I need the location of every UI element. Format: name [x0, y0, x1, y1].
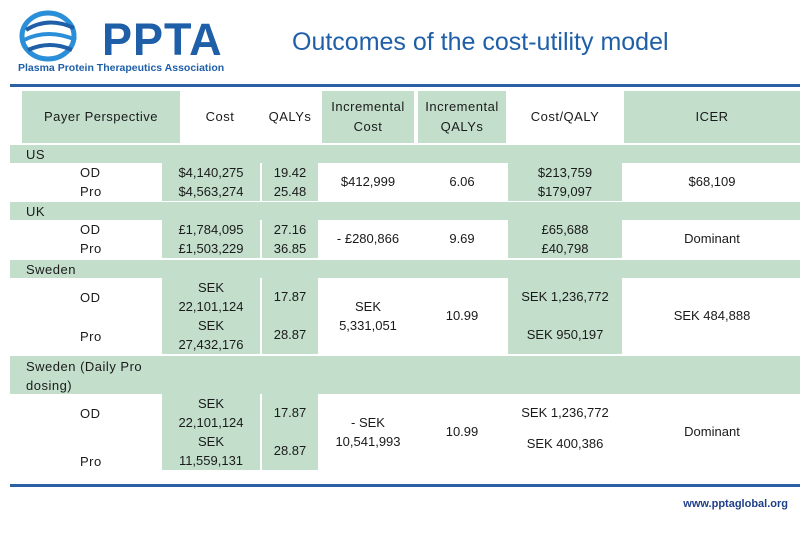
qaly-pro: 28.87 — [262, 432, 318, 470]
section-label-sweden: Sweden — [26, 262, 76, 277]
header-incremental-cost: Incremental Cost — [322, 91, 414, 143]
cost-per-qaly-pro: SEK 950,197 — [508, 316, 622, 354]
header-icer: ICER — [624, 91, 800, 143]
cost-per-qaly-pro: SEK 400,386 — [508, 432, 622, 456]
row-label-pro: Pro — [80, 329, 102, 344]
row-label-pro: Pro — [80, 184, 102, 199]
page-title: Outcomes of the cost-utility model — [292, 28, 669, 56]
header-rule — [10, 84, 800, 87]
cost-pro: SEK 27,432,176 — [162, 316, 260, 354]
section-band-uk — [10, 202, 800, 220]
qaly-od: 27.16 — [262, 220, 318, 239]
incremental-qalys: 9.69 — [418, 220, 506, 258]
header-cost: Cost — [180, 91, 260, 143]
logo-subtitle: Plasma Protein Therapeutics Association — [18, 62, 225, 74]
cost-pro: SEK 11,559,131 — [162, 432, 260, 470]
cost-od: £1,784,095 — [162, 220, 260, 239]
incremental-cost: - £280,866 — [322, 220, 414, 258]
cost-per-qaly-od: SEK 1,236,772 — [508, 278, 622, 316]
section-label-sweden-daily: Sweden (Daily Pro dosing) — [26, 359, 143, 393]
cost-pro: £1,503,229 — [162, 239, 260, 258]
cost-pro: $4,563,274 — [162, 182, 260, 201]
qaly-od: 17.87 — [262, 278, 318, 316]
cost-od-text: SEK 22,101,124 — [178, 396, 244, 430]
incremental-cost: - SEK 10,541,993 — [322, 394, 414, 470]
cost-per-qaly-pro: $179,097 — [508, 182, 622, 201]
row-label-pro: Pro — [80, 241, 102, 256]
incremental-qalys: 10.99 — [418, 394, 506, 470]
section-band-sweden — [10, 260, 800, 278]
ppta-logo: PPTA Plasma Protein Therapeutics Associa… — [18, 10, 248, 80]
row-label-od: OD — [80, 165, 101, 180]
incremental-cost: SEK 5,331,051 — [322, 278, 414, 354]
row-label-od: OD — [80, 406, 101, 421]
cost-per-qaly-od: £65,688 — [508, 220, 622, 239]
incremental-cost-text: - SEK 10,541,993 — [335, 415, 401, 449]
qaly-pro: 36.85 — [262, 239, 318, 258]
header-perspective: Payer Perspective — [22, 91, 180, 143]
header-cost-per-qaly: Cost/QALY — [508, 91, 622, 143]
qaly-pro: 28.87 — [262, 316, 318, 354]
cost-per-qaly-od: SEK 1,236,772 — [508, 394, 622, 432]
cost-od-text: SEK 22,101,124 — [178, 280, 244, 314]
icer-value: Dominant — [624, 220, 800, 258]
icer-value: SEK 484,888 — [624, 278, 800, 354]
cost-od: SEK 22,101,124 — [162, 278, 260, 316]
cost-pro-text: SEK 27,432,176 — [178, 318, 244, 352]
cost-pro-text: SEK 11,559,131 — [178, 434, 244, 468]
logo-wordmark: PPTA — [102, 14, 223, 65]
incremental-qalys: 6.06 — [418, 163, 506, 201]
row-label-pro: Pro — [80, 454, 102, 469]
qaly-pro: 25.48 — [262, 182, 318, 201]
cost-od: $4,140,275 — [162, 163, 260, 182]
header-incremental-qalys: Incremental QALYs — [418, 91, 506, 143]
section-band-us — [10, 145, 800, 163]
cost-per-qaly-pro: £40,798 — [508, 239, 622, 258]
incremental-cost: $412,999 — [322, 163, 414, 201]
section-label-uk: UK — [26, 204, 46, 219]
footer-url: www.pptaglobal.org — [683, 498, 788, 510]
incremental-qalys: 10.99 — [418, 278, 506, 354]
icer-value: $68,109 — [624, 163, 800, 201]
row-label-od: OD — [80, 290, 101, 305]
section-band-sweden-daily — [10, 356, 800, 394]
footer-rule — [10, 484, 800, 487]
cost-per-qaly-od: $213,759 — [508, 163, 622, 182]
section-label-us: US — [26, 147, 46, 162]
header-qalys: QALYs — [262, 91, 318, 143]
incremental-cost-text: SEK 5,331,051 — [339, 299, 397, 333]
cost-od: SEK 22,101,124 — [162, 394, 260, 432]
row-label-od: OD — [80, 222, 101, 237]
globe-icon — [19, 10, 77, 62]
qaly-od: 17.87 — [262, 394, 318, 432]
icer-value: Dominant — [624, 394, 800, 470]
qaly-od: 19.42 — [262, 163, 318, 182]
